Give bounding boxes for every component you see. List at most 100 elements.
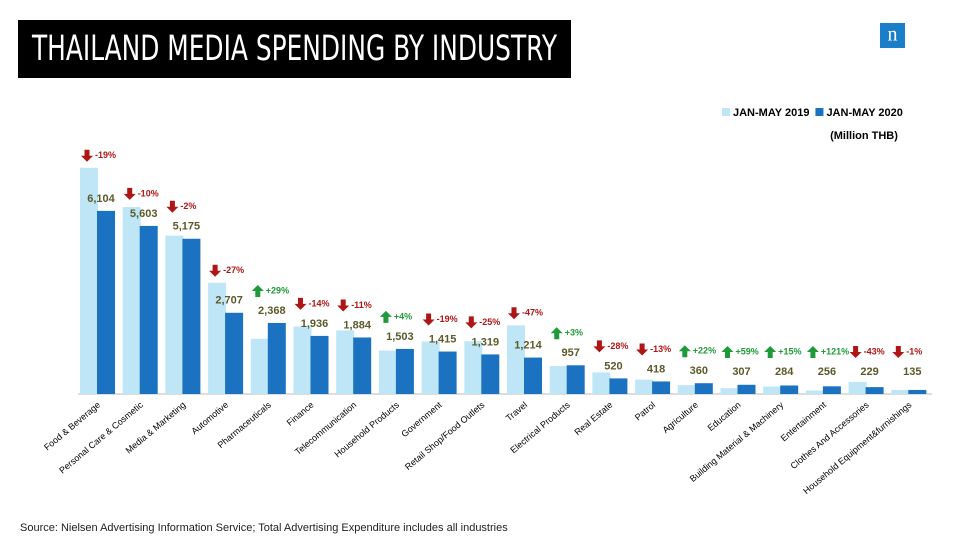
- bar-2019: [464, 341, 483, 394]
- value-label: 256: [818, 366, 836, 378]
- change-label: -11%: [351, 300, 372, 310]
- value-label: 6,104: [87, 193, 115, 205]
- bar-2020: [908, 389, 927, 394]
- value-label: 1,503: [386, 331, 414, 343]
- bar-2020: [182, 238, 201, 394]
- change-label: +4%: [394, 311, 412, 321]
- legend-label: JAN-MAY 2019: [733, 107, 809, 119]
- bar-2020: [353, 337, 372, 394]
- bar-2020: [566, 365, 585, 394]
- x-tick-label: Education: [706, 400, 743, 433]
- value-label: 135: [903, 366, 921, 378]
- legend-swatch: [815, 108, 824, 116]
- bar-2020: [267, 322, 286, 394]
- bar-2020: [481, 354, 500, 394]
- bar-2019: [421, 341, 440, 394]
- value-label: 5,603: [130, 208, 158, 220]
- bar-2020: [438, 351, 457, 394]
- change-label: -47%: [522, 308, 543, 318]
- value-label: 5,175: [173, 221, 201, 233]
- change-label: +29%: [266, 285, 289, 295]
- x-tick-label: Patrol: [633, 400, 657, 423]
- x-tick-label: Agriculture: [661, 400, 700, 435]
- change-label: +22%: [693, 346, 716, 356]
- change-arrow: [508, 307, 520, 320]
- value-label: 1,319: [472, 336, 500, 348]
- value-label: 957: [562, 347, 580, 359]
- value-label: 284: [775, 366, 794, 378]
- change-label: -2%: [180, 201, 196, 211]
- change-arrow: [465, 316, 478, 329]
- value-label: 2,707: [215, 295, 243, 307]
- change-arrow: [81, 149, 93, 162]
- value-label: 1,415: [429, 333, 457, 345]
- bar-2019: [805, 390, 824, 394]
- bar-2019: [635, 379, 654, 394]
- change-label: +15%: [778, 346, 801, 356]
- bar-2020: [609, 378, 628, 394]
- bar-2020: [139, 225, 158, 394]
- bar-2019: [208, 282, 227, 394]
- value-label: 229: [860, 366, 878, 378]
- change-arrow: [764, 346, 777, 358]
- bar-2019: [378, 350, 397, 394]
- change-arrow: [166, 200, 179, 213]
- bar-2019: [250, 338, 269, 394]
- bar-2019: [720, 388, 739, 394]
- value-label: 2,368: [258, 305, 286, 317]
- change-arrow: [806, 346, 819, 358]
- value-label: 1,214: [514, 339, 542, 351]
- value-label: 360: [690, 365, 708, 377]
- change-arrow: [636, 343, 649, 356]
- chart-title: THAILAND MEDIA SPENDING BY INDUSTRY: [31, 29, 557, 69]
- bar-2019: [677, 385, 696, 394]
- bar-2019: [293, 326, 312, 394]
- bar-2019: [592, 372, 611, 394]
- change-arrow: [550, 327, 563, 340]
- bar-2020: [225, 312, 244, 394]
- value-label: 307: [732, 366, 750, 378]
- change-arrow: [209, 264, 222, 277]
- source-note: Source: Nielsen Advertising Information …: [20, 522, 508, 534]
- change-arrow: [422, 313, 435, 326]
- bar-2019: [122, 207, 141, 394]
- value-label: 1,884: [343, 319, 371, 331]
- bar-2020: [524, 357, 542, 394]
- legend-label: JAN-MAY 2020: [826, 107, 902, 119]
- change-label: -28%: [607, 341, 628, 351]
- bar-2020: [737, 384, 756, 394]
- change-label: +121%: [821, 346, 849, 356]
- bar-2020: [395, 348, 414, 394]
- x-tick-label: Real Estate: [572, 400, 614, 438]
- change-label: -43%: [864, 346, 885, 356]
- bar-2020: [97, 210, 115, 394]
- logo-text: n: [888, 24, 898, 46]
- change-label: -13%: [650, 344, 671, 354]
- change-arrow: [593, 340, 606, 353]
- change-label: -1%: [906, 346, 922, 356]
- bar-2019: [549, 366, 568, 394]
- change-label: -25%: [479, 317, 500, 327]
- bar-2019: [336, 330, 355, 394]
- bar-2020: [310, 335, 329, 394]
- bar-2020: [822, 386, 841, 394]
- bar-2019: [763, 386, 782, 394]
- change-label: -27%: [223, 265, 244, 275]
- change-label: -19%: [95, 150, 116, 160]
- x-tick-label: Automotive: [189, 400, 230, 437]
- change-label: -14%: [309, 298, 330, 308]
- bar-2020: [780, 385, 799, 394]
- change-arrow: [123, 187, 136, 200]
- change-arrow: [678, 345, 691, 358]
- bar-2020: [865, 387, 884, 394]
- change-label: +59%: [736, 346, 759, 356]
- x-tick-label: Travel: [504, 400, 529, 424]
- x-tick-label: Personal Care & Cosmetic: [57, 399, 145, 475]
- change-label: -10%: [138, 188, 159, 198]
- change-arrow: [337, 299, 350, 312]
- logo: [880, 23, 905, 48]
- value-label: 418: [647, 363, 665, 375]
- bar-2019: [848, 381, 867, 394]
- bar-2019: [165, 235, 184, 394]
